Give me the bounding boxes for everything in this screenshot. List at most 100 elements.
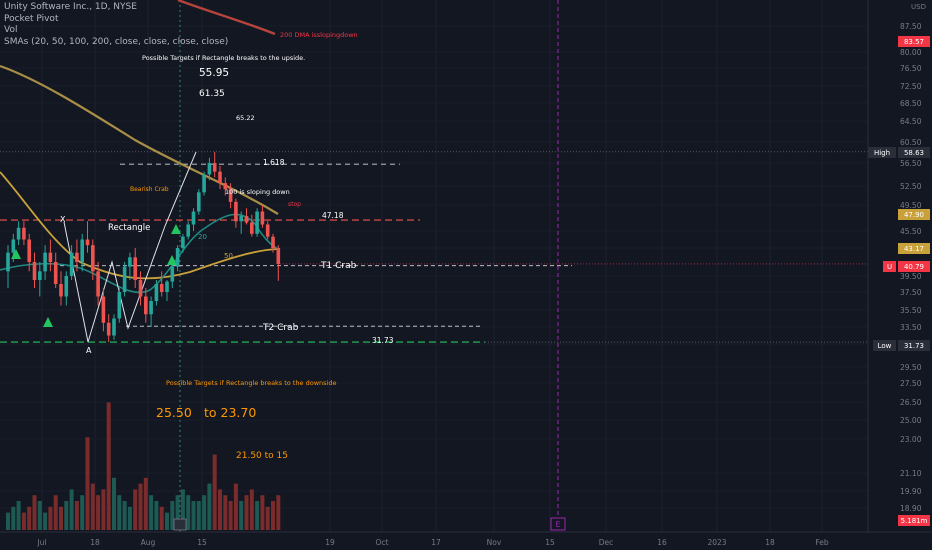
y-tick-label: 52.50	[900, 182, 922, 191]
candle-body	[276, 248, 281, 264]
candle-body	[212, 163, 217, 172]
x-tick-label: 15	[545, 538, 555, 547]
annotation-11: Rectangle	[108, 223, 150, 233]
candle-body	[186, 224, 190, 237]
price-tag-label: Low	[878, 342, 892, 350]
volume-bar	[175, 495, 180, 530]
volume-bar	[223, 495, 228, 530]
candle-body	[64, 276, 69, 297]
candle-body	[106, 322, 111, 336]
price-tag-value: 83.57	[904, 38, 924, 46]
y-tick-label: 29.50	[900, 363, 922, 372]
candle-body	[112, 318, 116, 336]
candle-body	[202, 174, 206, 193]
y-tick-label: 35.50	[900, 306, 922, 315]
annotation-13: 50	[224, 252, 233, 260]
volume-bar	[90, 483, 95, 530]
candle-body	[32, 262, 37, 280]
candle-body	[154, 284, 159, 301]
candle-body	[38, 271, 42, 280]
volume-bar	[143, 477, 148, 530]
annotation-0: 200 DMA isslopingdown	[280, 31, 358, 39]
volume-bar	[11, 506, 16, 530]
volume-bar	[202, 495, 207, 530]
annotation-5: 1.618	[263, 158, 285, 167]
price-tag	[898, 147, 930, 158]
candle-body	[265, 224, 270, 237]
volume-bar	[149, 495, 154, 530]
volume-bar	[112, 477, 116, 530]
price-tag	[898, 209, 930, 220]
currency-label: USD	[911, 3, 926, 11]
candle-body	[260, 211, 265, 225]
candle-body	[175, 248, 180, 267]
volume-bar	[218, 489, 222, 530]
volume-bar	[255, 501, 260, 530]
annotation-14: T1 Crab	[320, 261, 357, 271]
volume-bar	[96, 495, 101, 530]
y-tick-label: 26.50	[900, 398, 922, 407]
volume-bar	[239, 501, 244, 530]
y-tick-label: 21.10	[900, 469, 922, 478]
annotation-19: 25.50	[156, 405, 192, 420]
candle-body	[27, 239, 31, 262]
indicator-pocket-pivot[interactable]: Pocket Pivot	[4, 13, 59, 24]
y-tick-label: 64.50	[900, 117, 922, 126]
candle-body	[96, 271, 100, 297]
candle-body	[138, 280, 143, 297]
volume-bar	[106, 402, 111, 530]
price-axis-bg	[868, 0, 932, 550]
price-tag-value: 58.63	[904, 149, 924, 157]
indicator-vol[interactable]: Vol	[4, 25, 18, 35]
volume-bar	[249, 489, 254, 530]
annotation-15: T2 Crab	[262, 323, 299, 333]
volume-bar	[154, 501, 159, 530]
y-tick-label: 87.50	[900, 22, 922, 31]
price-tag-label: High	[874, 149, 890, 157]
volume-bar	[228, 501, 233, 530]
symbol-title[interactable]: Unity Software Inc., 1D, NYSE	[4, 2, 137, 12]
annotation-1: Possible Targets if Rectangle breaks to …	[142, 54, 305, 62]
annotation-10: X	[60, 215, 66, 224]
volume-bar	[233, 483, 238, 530]
volume-bar	[196, 501, 201, 530]
volume-bar	[207, 483, 212, 530]
volume-bar	[43, 512, 48, 530]
x-tick-label: 19	[325, 538, 335, 547]
candle-body	[234, 201, 238, 222]
price-tag	[898, 36, 930, 47]
candle-body	[80, 239, 84, 262]
earnings-label: E	[555, 520, 560, 529]
candle-body	[207, 163, 212, 175]
y-tick-label: 56.50	[900, 159, 922, 168]
sma100-line	[0, 64, 279, 215]
indicator-smas[interactable]: SMAs (20, 50, 100, 200, close, close, cl…	[4, 36, 229, 47]
annotation-8: stop	[288, 201, 301, 208]
volume-bar	[37, 501, 42, 530]
price-tag	[898, 515, 930, 526]
candle-body	[170, 266, 175, 282]
price-tag-value: 47.90	[904, 211, 924, 219]
y-tick-label: 45.50	[900, 227, 922, 236]
volume-bar	[117, 495, 122, 530]
x-tick-label: Nov	[487, 538, 502, 547]
volume-bar	[159, 506, 164, 530]
candle-body	[11, 239, 16, 253]
y-tick-label: 25.00	[900, 416, 922, 425]
candle-body	[197, 192, 201, 212]
pocket-pivot-icon	[167, 255, 177, 265]
x-tick-label: 18	[765, 538, 775, 547]
candle-body	[122, 266, 127, 292]
price-tag-value: 31.73	[904, 342, 924, 350]
volume-bar	[186, 495, 191, 530]
candle-body	[149, 301, 153, 315]
candle-body	[181, 236, 185, 248]
sma20-line	[0, 213, 281, 294]
volume-bar	[6, 512, 10, 530]
event-flag-icon	[173, 518, 187, 531]
volume-bar	[180, 489, 185, 530]
candle-body	[218, 171, 222, 184]
volume-bar	[80, 495, 85, 530]
annotation-20: to 23.70	[204, 405, 256, 420]
